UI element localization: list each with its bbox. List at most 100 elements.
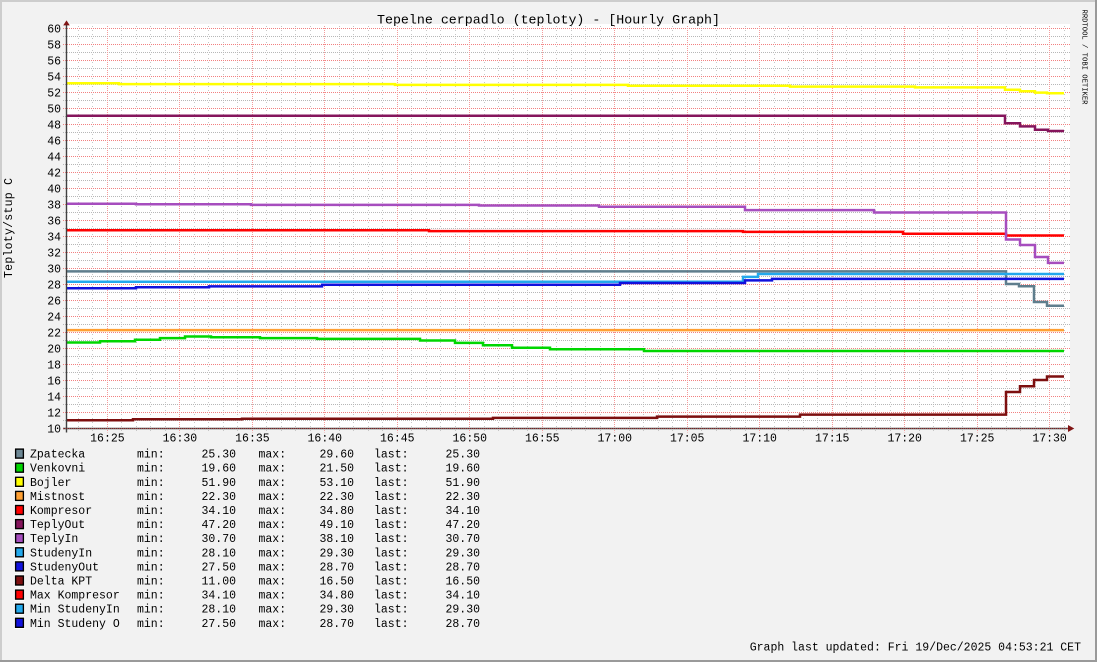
svg-text:17:30: 17:30 — [1032, 432, 1067, 445]
svg-text:last:: last: — [374, 590, 409, 603]
svg-text:25.30: 25.30 — [201, 449, 236, 462]
svg-text:16:25: 16:25 — [90, 432, 125, 445]
svg-text:min:: min: — [137, 618, 165, 631]
svg-text:28.10: 28.10 — [201, 604, 236, 617]
svg-text:29.60: 29.60 — [319, 449, 354, 462]
svg-text:max:: max: — [259, 533, 287, 546]
svg-text:29.30: 29.30 — [319, 547, 354, 560]
svg-text:52: 52 — [47, 87, 61, 100]
svg-text:17:10: 17:10 — [742, 432, 777, 445]
svg-text:34.80: 34.80 — [319, 590, 354, 603]
svg-text:12: 12 — [47, 407, 61, 420]
svg-text:TeplyOut: TeplyOut — [30, 519, 85, 532]
svg-text:last:: last: — [374, 519, 409, 532]
svg-text:56: 56 — [47, 55, 61, 68]
svg-text:min:: min: — [137, 533, 165, 546]
svg-text:10: 10 — [47, 423, 61, 436]
svg-text:last:: last: — [374, 618, 409, 631]
svg-text:min:: min: — [137, 449, 165, 462]
svg-text:16.50: 16.50 — [445, 576, 480, 589]
svg-text:last:: last: — [374, 491, 409, 504]
svg-text:27.50: 27.50 — [201, 561, 236, 574]
svg-text:16:50: 16:50 — [453, 432, 488, 445]
svg-text:max:: max: — [259, 618, 287, 631]
svg-text:22.30: 22.30 — [445, 491, 480, 504]
svg-text:min:: min: — [137, 463, 165, 476]
svg-text:28.70: 28.70 — [445, 561, 480, 574]
svg-text:Teploty/stup C: Teploty/stup C — [3, 178, 16, 278]
svg-text:22.30: 22.30 — [201, 491, 236, 504]
svg-text:max:: max: — [259, 463, 287, 476]
svg-text:Mistnost: Mistnost — [30, 491, 85, 504]
svg-text:29.30: 29.30 — [319, 604, 354, 617]
svg-text:16: 16 — [47, 375, 61, 388]
svg-text:47.20: 47.20 — [201, 519, 236, 532]
svg-text:19.60: 19.60 — [201, 463, 236, 476]
svg-text:last:: last: — [374, 576, 409, 589]
svg-text:51.90: 51.90 — [201, 477, 236, 490]
svg-text:Delta KPT: Delta KPT — [30, 576, 92, 589]
svg-text:max:: max: — [259, 505, 287, 518]
svg-text:Min StudenyIn: Min StudenyIn — [30, 604, 120, 617]
svg-text:Graph last updated: Fri 19/Dec: Graph last updated: Fri 19/Dec/2025 04:5… — [750, 642, 1081, 655]
svg-text:max:: max: — [259, 561, 287, 574]
svg-text:47.20: 47.20 — [445, 519, 480, 532]
svg-text:max:: max: — [259, 547, 287, 560]
svg-text:28.70: 28.70 — [445, 618, 480, 631]
svg-text:22: 22 — [47, 327, 61, 340]
svg-text:min:: min: — [137, 576, 165, 589]
svg-text:max:: max: — [259, 519, 287, 532]
svg-text:last:: last: — [374, 449, 409, 462]
svg-text:16:45: 16:45 — [380, 432, 415, 445]
svg-text:30.70: 30.70 — [201, 533, 236, 546]
svg-text:38: 38 — [47, 199, 61, 212]
svg-text:60: 60 — [47, 23, 61, 36]
svg-text:StudenyIn: StudenyIn — [30, 547, 92, 560]
svg-text:16.50: 16.50 — [319, 576, 354, 589]
svg-text:17:05: 17:05 — [670, 432, 705, 445]
svg-text:32: 32 — [47, 247, 61, 260]
svg-text:16:40: 16:40 — [308, 432, 343, 445]
svg-text:28.70: 28.70 — [319, 618, 354, 631]
svg-text:51.90: 51.90 — [445, 477, 480, 490]
svg-text:Kompresor: Kompresor — [30, 505, 92, 518]
svg-text:34.80: 34.80 — [319, 505, 354, 518]
svg-text:16:35: 16:35 — [235, 432, 270, 445]
svg-text:27.50: 27.50 — [201, 618, 236, 631]
svg-text:19.60: 19.60 — [445, 463, 480, 476]
svg-text:34.10: 34.10 — [445, 590, 480, 603]
svg-text:last:: last: — [374, 547, 409, 560]
svg-text:30: 30 — [47, 263, 61, 276]
svg-text:18: 18 — [47, 359, 61, 372]
svg-text:min:: min: — [137, 519, 165, 532]
svg-text:max:: max: — [259, 491, 287, 504]
svg-text:17:15: 17:15 — [815, 432, 850, 445]
svg-text:34.10: 34.10 — [201, 505, 236, 518]
svg-text:Bojler: Bojler — [30, 477, 71, 490]
svg-text:min:: min: — [137, 505, 165, 518]
svg-text:16:55: 16:55 — [525, 432, 560, 445]
svg-text:Max Kompresor: Max Kompresor — [30, 590, 120, 603]
svg-text:16:30: 16:30 — [163, 432, 198, 445]
svg-text:28: 28 — [47, 279, 61, 292]
svg-text:min:: min: — [137, 547, 165, 560]
svg-text:last:: last: — [374, 463, 409, 476]
svg-text:Min Studeny O: Min Studeny O — [30, 618, 120, 631]
svg-text:min:: min: — [137, 561, 165, 574]
svg-text:min:: min: — [137, 590, 165, 603]
svg-text:50: 50 — [47, 103, 61, 116]
svg-text:34.10: 34.10 — [201, 590, 236, 603]
svg-text:46: 46 — [47, 135, 61, 148]
svg-text:36: 36 — [47, 215, 61, 228]
svg-text:17:00: 17:00 — [598, 432, 633, 445]
svg-text:min:: min: — [137, 477, 165, 490]
svg-text:38.10: 38.10 — [319, 533, 354, 546]
svg-text:Tepelne cerpadlo (teploty) - [: Tepelne cerpadlo (teploty) - [Hourly Gra… — [377, 13, 720, 28]
svg-text:44: 44 — [47, 151, 61, 164]
svg-text:11.00: 11.00 — [201, 576, 236, 589]
svg-text:22.30: 22.30 — [319, 491, 354, 504]
svg-text:29.30: 29.30 — [445, 604, 480, 617]
svg-text:max:: max: — [259, 576, 287, 589]
svg-text:40: 40 — [47, 183, 61, 196]
svg-text:min:: min: — [137, 604, 165, 617]
